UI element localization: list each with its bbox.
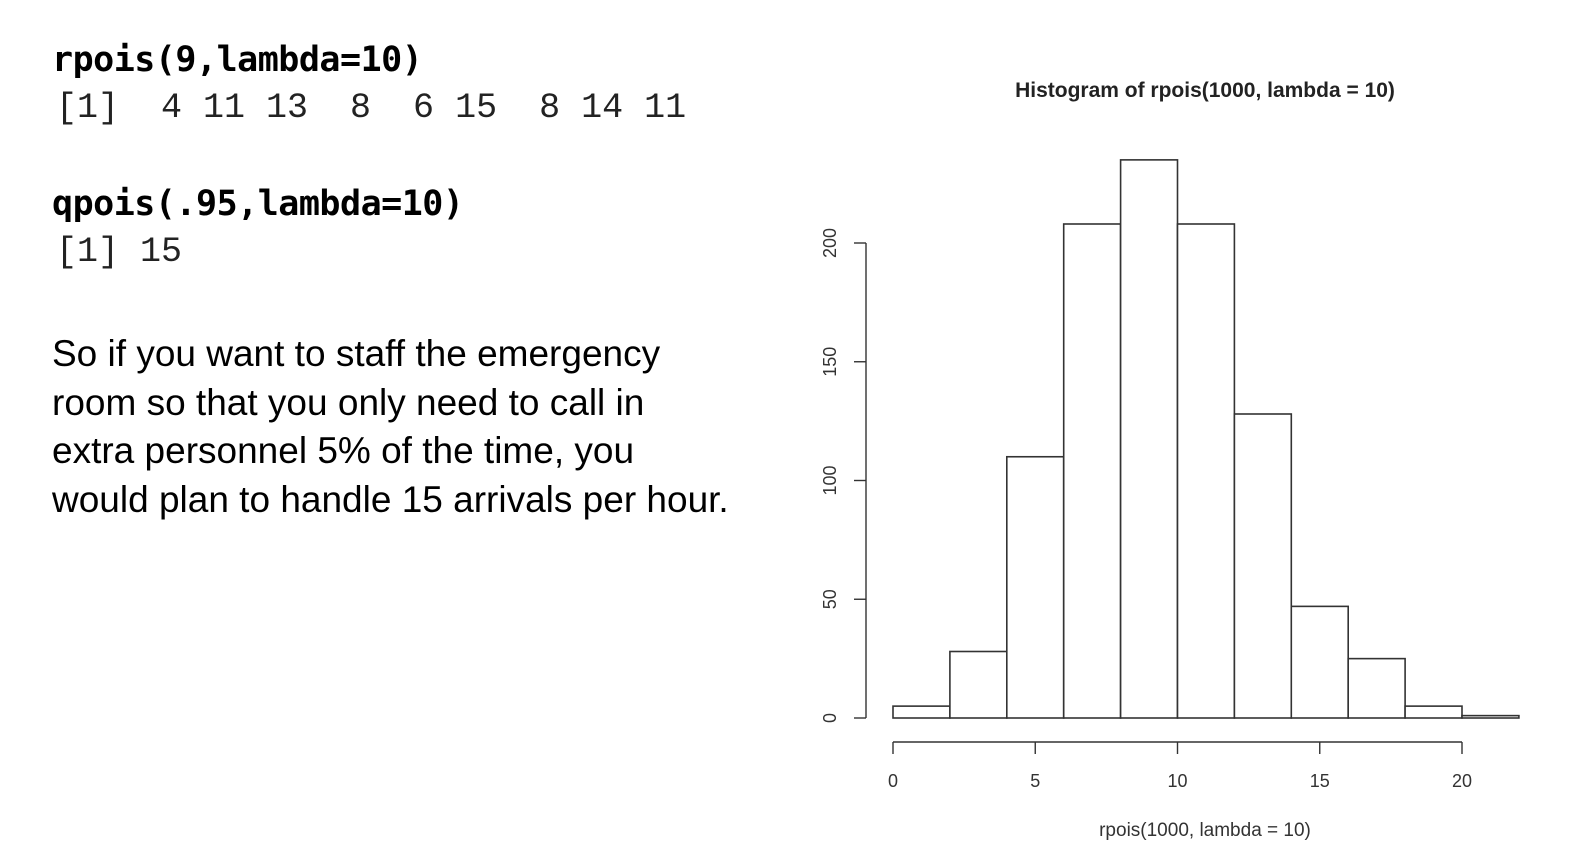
explanation-line-4: would plan to handle 15 arrivals per hou… [52, 478, 729, 520]
y-axis: 0 50 100 150 200 [820, 228, 867, 723]
histogram-bar [1119, 159, 1179, 719]
explanation-line-2: room so that you only need to call in [52, 381, 645, 423]
y-tick-label: 50 [820, 589, 840, 609]
y-tick-label: 0 [820, 713, 840, 723]
x-tick-label: 20 [1452, 771, 1472, 791]
y-tick-label: 150 [820, 347, 840, 377]
histogram-bar [1176, 223, 1236, 719]
histogram-bars [892, 159, 1520, 719]
histogram-bar [1233, 413, 1293, 719]
histogram-bar [1404, 705, 1463, 719]
histogram-bar [1347, 657, 1406, 719]
histogram-bar [1062, 223, 1122, 719]
x-tick-label: 5 [1030, 771, 1040, 791]
x-tick-label: 15 [1310, 771, 1330, 791]
x-axis-label: rpois(1000, lambda = 10) [1099, 820, 1311, 841]
x-tick-label: 0 [888, 771, 898, 791]
explanation-line-1: So if you want to staff the emergency [52, 333, 661, 374]
histogram-bar [1461, 714, 1520, 719]
code-output-qpois: [1] 15 [56, 232, 183, 272]
chart-title: Histogram of rpois(1000, lambda = 10) [1015, 79, 1395, 102]
histogram-bar [1290, 605, 1349, 719]
code-output-rpois: [1] 4 11 13 8 6 15 8 14 11 [56, 88, 687, 128]
explanation-line-3: extra personnel 5% of the time, you [52, 430, 635, 471]
y-tick-label: 100 [820, 465, 840, 495]
histogram-bar [949, 650, 1008, 719]
histogram-bar [892, 705, 951, 719]
x-tick-label: 10 [1167, 771, 1187, 791]
code-command-rpois: rpois(9,lambda=10) [52, 40, 423, 80]
histogram-bar [1006, 455, 1065, 719]
histogram-chart: Histogram of rpois(1000, lambda = 10) 0 5… [820, 79, 1520, 841]
x-axis: 0 5 10 15 20 [888, 741, 1472, 791]
y-tick-label: 200 [820, 228, 840, 258]
explanation-text: So if you want to staff the emergency ro… [52, 330, 832, 524]
code-command-qpois: qpois(.95,lambda=10) [52, 184, 464, 224]
